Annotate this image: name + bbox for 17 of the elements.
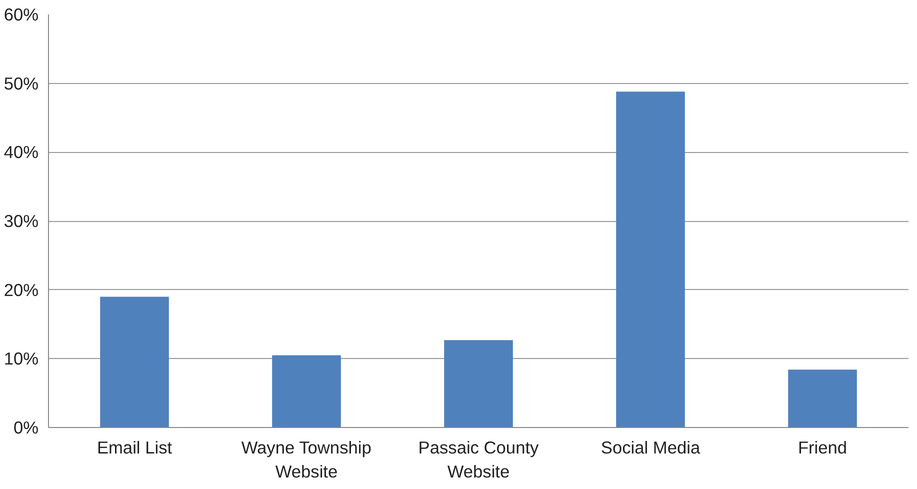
bar	[272, 355, 341, 428]
y-tick-label: 30%	[4, 211, 39, 231]
y-tick-label: 60%	[4, 4, 39, 24]
bar	[616, 92, 685, 428]
bar	[100, 296, 169, 428]
x-tick-label: Social Media	[600, 438, 700, 458]
x-tick-label: Wayne Township Website	[241, 438, 372, 482]
y-tick-label: 10%	[4, 348, 39, 369]
y-tick-label: 40%	[4, 142, 39, 162]
x-tick-label: Friend	[798, 438, 848, 458]
x-tick-label: Email List	[96, 438, 172, 458]
y-tick-label: 20%	[4, 280, 39, 300]
x-tick-label: Passaic County Website	[418, 438, 540, 482]
y-tick-label: 50%	[4, 73, 39, 94]
bar	[788, 370, 857, 428]
bar	[444, 340, 513, 428]
y-tick-label: 0%	[13, 418, 38, 438]
